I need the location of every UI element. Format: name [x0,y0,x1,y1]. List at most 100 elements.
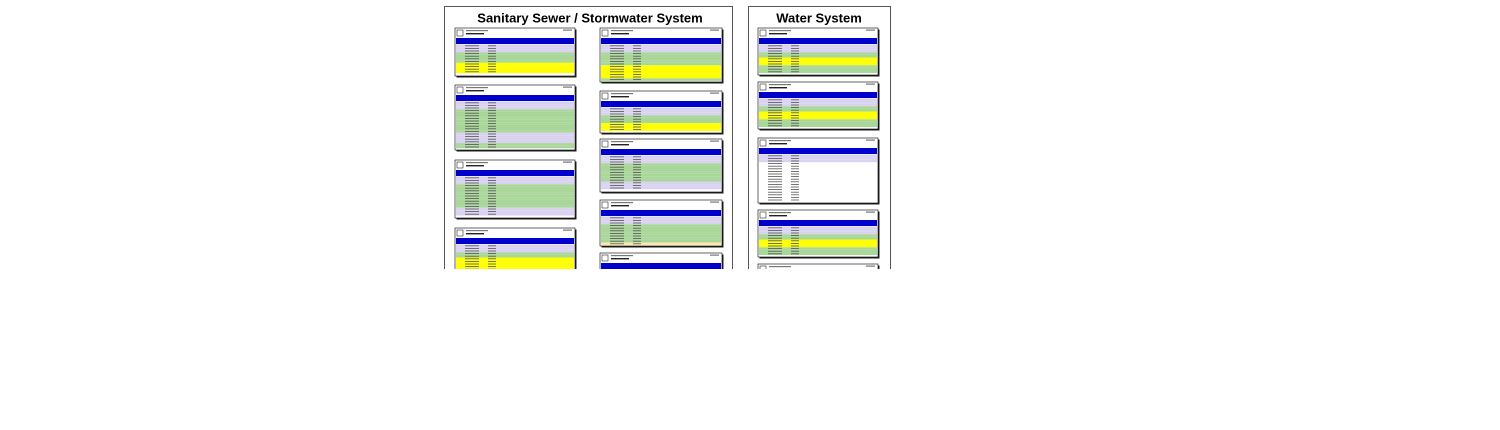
row-text [791,227,799,229]
row-text [633,227,641,229]
table-row [601,158,721,161]
row-text [768,197,782,198]
row-text [488,266,496,267]
row-text [610,45,624,47]
table-row [759,49,877,53]
row-text [488,131,496,132]
table-row [601,173,721,177]
row-text [465,177,479,179]
row-text [791,68,799,70]
row-text [610,111,624,112]
row-text [791,240,799,242]
row-text [791,104,799,106]
card-header-text [611,33,629,35]
table-row [456,210,574,213]
table-row [456,135,574,138]
row-text [768,63,782,65]
row-text [488,53,496,54]
row-text [791,199,799,201]
row-text [610,227,624,229]
table-row [759,44,877,48]
table-row [601,78,721,81]
row-text [465,187,479,189]
row-text [633,66,641,67]
table-row [456,62,574,66]
row-text [610,118,624,120]
card-header-text [769,269,787,270]
table-row [759,67,877,71]
row-text [610,126,624,128]
row-text [791,63,799,65]
table-row [759,249,877,253]
row-text [488,180,496,181]
row-text [465,195,479,197]
column-header [601,101,721,107]
row-text [791,165,799,167]
table-row [759,185,877,189]
row-text [465,66,479,67]
table-row [601,160,721,164]
row-text [633,121,641,123]
table-row [759,114,877,117]
table-row [759,170,877,173]
row-text [610,222,624,224]
row-text [768,115,782,116]
table-row [759,119,877,122]
row-text [791,248,799,249]
table-row [456,47,574,50]
row-text [768,165,782,167]
card-icon [601,92,609,100]
row-text [768,66,782,67]
row-text [610,108,624,110]
table-row [456,137,574,141]
card-header-text [466,87,488,89]
row-text [465,112,479,114]
card-header-text [866,29,875,31]
row-text [610,156,624,158]
row-text [465,48,479,49]
row-text [768,191,782,193]
column-header [759,92,877,98]
card-header-text [866,265,875,267]
row-text [488,71,496,73]
row-text [465,120,479,122]
row-text [633,61,641,62]
table-row [456,122,574,125]
card-header-text [769,266,791,268]
row-text [633,164,641,165]
row-text [488,261,496,262]
row-text [633,68,641,70]
card-icon [456,229,464,237]
row-text [465,261,479,262]
card-header-text [769,212,791,214]
row-text [610,220,624,221]
table-row [759,159,877,163]
row-text [768,120,782,121]
row-text [488,144,496,145]
card-header-text [611,255,633,257]
row-text [791,245,799,247]
table-row [759,188,877,191]
table-row [759,65,877,68]
table-row [601,176,721,179]
row-text [633,220,641,221]
table-row [456,143,574,146]
panel-title: Sanitary Sewer / Stormwater System [477,10,702,25]
row-text [610,169,624,171]
row-text [488,112,496,114]
row-text [488,203,496,205]
row-text [465,268,479,269]
row-text [768,186,782,188]
row-text [791,181,799,183]
row-text [791,235,799,236]
row-text [768,243,782,244]
row-text [633,53,641,54]
table-row [601,57,721,61]
row-text [488,245,496,247]
table-row [456,192,574,195]
row-text [791,102,799,103]
table-card [599,138,724,194]
row-text [791,253,799,255]
row-text [791,58,799,60]
row-text [610,55,624,57]
